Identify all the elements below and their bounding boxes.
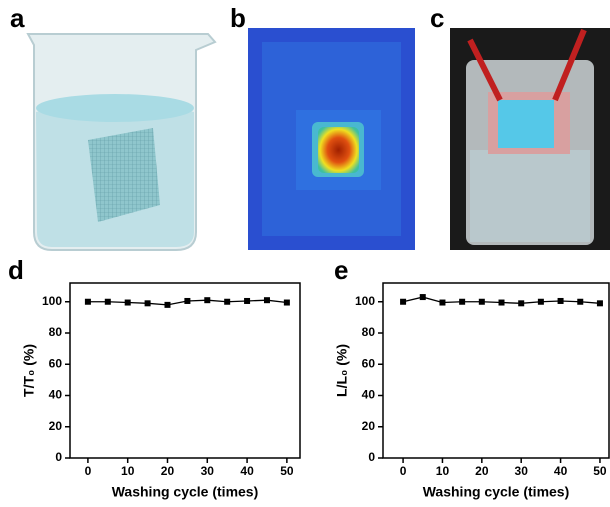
data-point [244,298,250,304]
data-point [420,294,426,300]
data-point [439,300,445,306]
y-tick-label: 60 [362,356,376,370]
x-tick-label: 30 [201,464,215,478]
y-tick-label: 20 [49,419,63,433]
data-point [184,298,190,304]
x-tick-label: 40 [554,464,568,478]
x-tick-label: 0 [85,464,92,478]
y-tick-label: 100 [42,294,62,308]
data-point [85,299,91,305]
data-point [499,300,505,306]
x-tick-label: 20 [161,464,175,478]
y-tick-label: 80 [49,325,63,339]
data-point [224,299,230,305]
data-point [105,299,111,305]
data-point [145,300,151,306]
plot-frame [70,283,300,458]
panel-label: d [8,255,24,285]
plot-frame [383,283,609,458]
y-tick-label: 40 [49,388,63,402]
data-point [459,299,465,305]
x-tick-label: 50 [593,464,607,478]
y-tick-label: 0 [368,450,375,464]
x-tick-label: 10 [121,464,135,478]
x-tick-label: 40 [240,464,254,478]
data-point [204,297,210,303]
x-axis-label: Washing cycle (times) [112,484,259,500]
data-point [558,298,564,304]
data-point [597,300,603,306]
photo [450,28,610,250]
figure: abcd02040608010001020304050Washing cycle… [0,0,610,502]
x-tick-label: 10 [436,464,450,478]
y-tick-label: 0 [55,450,62,464]
data-point [518,300,524,306]
y-tick-label: 60 [49,356,63,370]
data-point [400,299,406,305]
data-point [264,297,270,303]
data-point [284,300,290,306]
beaker-illustration [28,34,215,250]
x-tick-label: 20 [475,464,489,478]
data-point [164,302,170,308]
x-tick-label: 0 [400,464,407,478]
panel-label: b [230,3,246,33]
x-tick-label: 50 [280,464,294,478]
panel-label: e [334,255,348,285]
panel-label: c [430,3,444,33]
y-tick-label: 20 [362,419,376,433]
y-axis-label: L/L₀ (%) [334,344,350,397]
data-point [577,299,583,305]
data-point [125,300,131,306]
y-tick-label: 40 [362,388,376,402]
x-tick-label: 30 [515,464,529,478]
thermal-image [248,28,415,250]
x-axis-label: Washing cycle (times) [423,484,570,500]
y-tick-label: 100 [355,294,375,308]
panel-label: a [10,3,25,33]
y-axis-label: T/T₀ (%) [21,344,37,397]
y-tick-label: 80 [362,325,376,339]
data-point [538,299,544,305]
data-point [479,299,485,305]
